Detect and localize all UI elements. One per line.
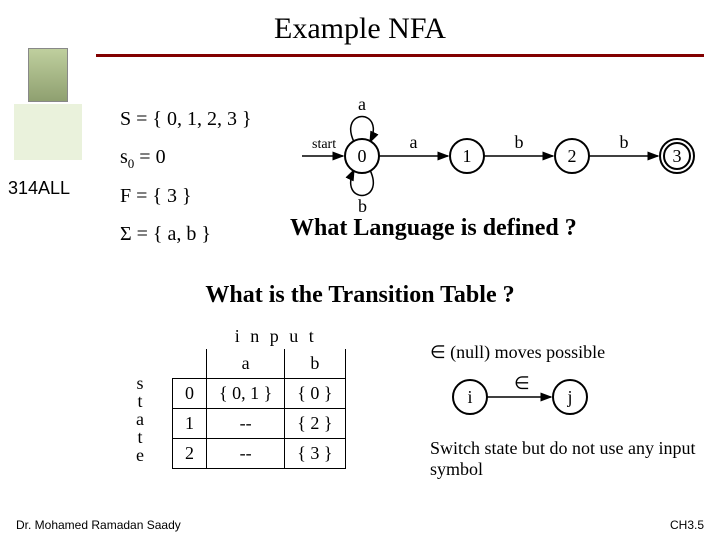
table-cell: --: [207, 439, 285, 469]
row-state: 1: [173, 409, 207, 439]
epsilon-info: ∈ (null) moves possible ∈ i j Switch state…: [430, 342, 700, 480]
nfa-definitions: S = { 0, 1, 2, 3 } s0 = 0 F = { 3 } Σ = …: [120, 100, 252, 253]
svg-text:0: 0: [358, 146, 367, 166]
def-S: S = { 0, 1, 2, 3 }: [120, 100, 252, 138]
table-cell: { 3 }: [285, 439, 345, 469]
col-header: b: [285, 349, 345, 379]
title-divider: [96, 54, 704, 57]
def-F: F = { 3 }: [120, 177, 252, 215]
institution-logo: [14, 48, 82, 160]
row-state: 2: [173, 439, 207, 469]
svg-text:a: a: [358, 94, 366, 114]
table-cell: { 0, 1 }: [207, 379, 285, 409]
svg-text:1: 1: [463, 146, 472, 166]
footer-author: Dr. Mohamed Ramadan Saady: [16, 518, 181, 532]
nfa-diagram: start a b a b b 0 1 2 3: [302, 90, 712, 235]
svg-text:i: i: [467, 387, 472, 407]
svg-text:b: b: [620, 132, 629, 152]
switch-text: Switch state but do not use any input sy…: [430, 438, 700, 480]
state-label: state: [136, 374, 144, 464]
def-s0: s0 = 0: [120, 138, 252, 177]
input-label: i n p u t: [206, 326, 346, 347]
transition-table: ab 0{ 0, 1 }{ 0 } 1--{ 2 } 2--{ 3 }: [172, 349, 346, 469]
table-cell: { 0 }: [285, 379, 345, 409]
svg-text:j: j: [566, 387, 572, 407]
row-state: 0: [173, 379, 207, 409]
svg-text:a: a: [410, 132, 418, 152]
question-table: What is the Transition Table ?: [0, 282, 720, 309]
question-language: What Language is defined ?: [290, 215, 577, 242]
epsilon-diagram: ∈ i j: [430, 369, 610, 425]
logo-crest: [28, 48, 68, 102]
course-code: 314ALL: [8, 178, 70, 199]
svg-text:∈: ∈: [514, 373, 530, 393]
slide-title: Example NFA: [0, 0, 720, 46]
transition-table-wrap: i n p u t state ab0{ 0, 1 }{ 0 }1--{ 2 }…: [140, 326, 346, 469]
svg-text:b: b: [358, 196, 367, 216]
col-header: a: [207, 349, 285, 379]
table-cell: { 2 }: [285, 409, 345, 439]
def-Sigma: Σ = { a, b }: [120, 215, 252, 253]
svg-text:2: 2: [568, 146, 577, 166]
svg-text:3: 3: [673, 146, 682, 166]
footer-chapter: CH3.5: [670, 518, 704, 532]
epsilon-line: ∈ (null) moves possible: [430, 342, 700, 363]
svg-text:b: b: [515, 132, 524, 152]
logo-band: [14, 104, 82, 160]
svg-text:start: start: [312, 137, 336, 152]
table-cell: --: [207, 409, 285, 439]
